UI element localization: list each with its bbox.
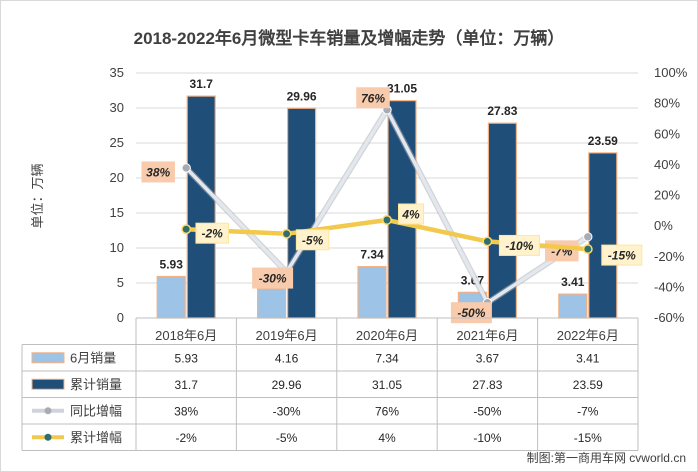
y-tick-right-5: 40%	[654, 157, 680, 172]
table-cell-0-1: 4.16	[275, 351, 299, 365]
legend-marker-3	[44, 433, 52, 441]
y-tick-left-3: 15	[110, 205, 124, 220]
point-yoy-0	[181, 163, 191, 173]
y-axis-right: -60% -40% -20% 0% 20% 40% 60% 80% 100%	[654, 65, 688, 325]
label-cumulative-3: -10%	[505, 239, 533, 253]
table-cell-3-0: -2%	[176, 431, 198, 445]
table-cell-1-2: 31.05	[372, 378, 402, 392]
table-cell-2-2: 76%	[375, 404, 399, 418]
label-box-1-4	[601, 244, 643, 266]
x-tick-0: 2018年6月	[155, 328, 217, 343]
point-cumulative-1	[281, 228, 292, 239]
y-tick-right-7: 80%	[654, 96, 680, 111]
y-tick-right-2: -20%	[654, 249, 685, 264]
bar-monthly-4	[558, 293, 588, 319]
y-axis-left: 0 5 10 15 20 25 30 35	[110, 65, 124, 325]
y-tick-right-3: 0%	[654, 218, 673, 233]
table-cell-1-3: 27.83	[472, 378, 502, 392]
table-cell-2-3: -50%	[473, 404, 501, 418]
label-box-0-1	[252, 267, 294, 289]
x-tick-4: 2022年6月	[557, 328, 619, 343]
table-cell-3-4: -15%	[574, 431, 602, 445]
legend-key-1	[31, 378, 65, 390]
y-tick-left-0: 0	[117, 310, 124, 325]
table-cell-0-0: 5.93	[175, 351, 199, 365]
label-cumulative-2: 4%	[401, 208, 420, 222]
bar-label-1-1: 29.96	[287, 89, 317, 103]
data-table: 2018年6月 2019年6月 2020年6月 2021年6月 2022年6月 6月销量 5…	[21, 317, 639, 451]
label-box-0-2	[356, 87, 390, 109]
label-cumulative-4: -15%	[608, 249, 636, 263]
label-yoy-3: -50%	[457, 306, 485, 320]
y-tick-left-2: 10	[110, 240, 124, 255]
bar-label-0-2: 7.34	[360, 248, 384, 262]
legend-label-2: 同比增幅	[70, 403, 122, 418]
x-tick-2: 2020年6月	[356, 328, 418, 343]
label-box-1-2	[398, 203, 424, 225]
label-yoy-1: -30%	[259, 272, 287, 286]
table-cell-0-2: 7.34	[375, 351, 399, 365]
table-cell-2-4: -7%	[577, 404, 599, 418]
point-cumulative-2	[382, 215, 392, 225]
table-cell-1-4: 23.59	[573, 378, 603, 392]
y-tick-right-8: 100%	[654, 65, 688, 80]
table-cell-3-2: 4%	[378, 431, 396, 445]
legend-marker-2	[44, 407, 52, 415]
label-box-1-3	[498, 234, 540, 256]
label-yoy-0: 38%	[146, 165, 170, 179]
point-cumulative-0	[181, 224, 192, 235]
point-cumulative-4	[582, 244, 593, 255]
bar-label-0-0: 5.93	[160, 257, 184, 271]
y-tick-left-4: 20	[110, 170, 124, 185]
legend-label-0: 6月销量	[70, 350, 116, 365]
y-tick-right-6: 60%	[654, 126, 680, 141]
y-tick-right-1: -40%	[654, 279, 685, 294]
legend-label-3: 累计增幅	[70, 430, 122, 445]
line-yoy-shadow	[184, 106, 590, 306]
credit-text: 制图:第一商用车网 cvworld.cn	[527, 450, 686, 465]
table-cell-1-0: 31.7	[175, 378, 199, 392]
table-cell-1-1: 29.96	[272, 378, 302, 392]
y-tick-left-1: 5	[117, 275, 124, 290]
bars: 5.934.167.343.673.4131.729.9631.0527.832…	[156, 77, 618, 319]
table-cell-3-1: -5%	[276, 431, 298, 445]
bar-label-1-0: 31.7	[190, 77, 214, 91]
bar-label-1-3: 27.83	[487, 104, 517, 118]
lines: 38%-30%76%-50%-7%-2% -5%4%-10%-15%	[141, 87, 643, 324]
bar-cumulative-4	[588, 152, 618, 319]
point-yoy-4	[583, 232, 593, 242]
label-box-1-1	[295, 229, 330, 251]
bar-cumulative-0	[186, 95, 216, 319]
bar-monthly-0	[156, 275, 186, 319]
y-tick-left-7: 35	[110, 65, 124, 80]
x-tick-1: 2019年6月	[256, 328, 318, 343]
bar-label-0-4: 3.41	[561, 275, 585, 289]
x-tick-3: 2021年6月	[456, 328, 518, 343]
y-tick-left-6: 30	[110, 100, 124, 115]
y-tick-right-4: 20%	[654, 188, 680, 203]
y-axis-label: 单位：万辆	[30, 163, 45, 228]
label-yoy-2: 76%	[361, 91, 385, 105]
bar-label-1-4: 23.59	[588, 134, 618, 148]
bar-monthly-2	[357, 266, 387, 319]
chart-title: 2018-2022年6月微型卡车销量及增幅走势（单位：万辆）	[134, 28, 565, 48]
bar-monthly-1	[257, 288, 287, 319]
label-cumulative-0: -2%	[202, 227, 224, 241]
legend-label-1: 累计销量	[70, 377, 122, 392]
table-cell-0-3: 3.67	[476, 351, 500, 365]
bar-label-1-2: 31.05	[387, 82, 417, 96]
label-cumulative-1: -5%	[302, 233, 324, 247]
table-cell-3-3: -10%	[473, 431, 501, 445]
label-box-1-0	[195, 222, 229, 244]
table-cell-0-4: 3.41	[576, 351, 600, 365]
table-cell-2-0: 38%	[174, 404, 198, 418]
legend-key-0	[31, 352, 65, 364]
point-cumulative-3	[482, 236, 493, 247]
table-cell-2-1: -30%	[273, 404, 301, 418]
label-box-0-0	[141, 161, 175, 183]
y-tick-left-5: 25	[110, 135, 124, 150]
y-tick-right-0: -60%	[654, 310, 685, 325]
